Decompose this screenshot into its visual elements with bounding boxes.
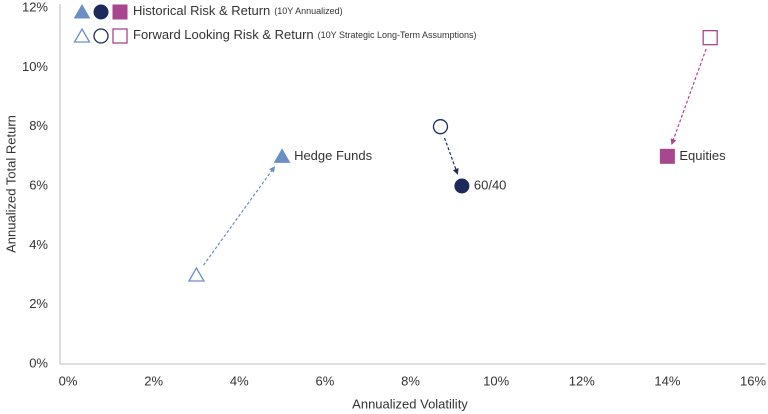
y-tick-label: 12% xyxy=(22,0,48,14)
legend-marker xyxy=(112,28,128,44)
point xyxy=(187,266,206,282)
legend-marker xyxy=(93,4,109,20)
legend-label: Forward Looking Risk & Return (10Y Strate… xyxy=(133,27,477,42)
data-label: Hedge Funds xyxy=(294,148,373,163)
x-tick-label: 16% xyxy=(740,373,766,388)
arrow-line xyxy=(672,48,707,142)
y-tick-label: 10% xyxy=(22,59,48,74)
y-tick-label: 4% xyxy=(29,237,48,252)
point xyxy=(432,119,449,135)
arrow-line xyxy=(443,137,458,172)
x-tick-label: 8% xyxy=(401,373,420,388)
arrow-head xyxy=(452,168,459,175)
point xyxy=(454,178,470,194)
x-tick-label: 12% xyxy=(569,373,595,388)
x-tick-label: 2% xyxy=(144,373,163,388)
point xyxy=(273,148,291,163)
arrow-head xyxy=(269,166,276,173)
legend-marker xyxy=(73,3,91,19)
x-tick-label: 14% xyxy=(654,373,680,388)
y-tick-label: 2% xyxy=(29,296,48,311)
data-label: 60/40 xyxy=(474,177,507,192)
x-tick-label: 0% xyxy=(59,373,78,388)
y-tick-label: 8% xyxy=(29,118,48,133)
point xyxy=(702,30,718,46)
legend-label: Historical Risk & Return (10Y Annualized) xyxy=(133,3,343,18)
point xyxy=(659,148,675,164)
arrow-head xyxy=(670,138,677,146)
x-tick-label: 4% xyxy=(230,373,249,388)
y-tick-label: 0% xyxy=(29,355,48,370)
data-label: Equities xyxy=(679,148,726,163)
x-tick-label: 6% xyxy=(315,373,334,388)
legend-note: (10Y Annualized) xyxy=(274,6,342,16)
y-tick-label: 6% xyxy=(29,177,48,192)
legend-name: Historical Risk & Return xyxy=(133,3,270,18)
y-axis-label: Annualized Total Return xyxy=(3,115,18,253)
legend-marker xyxy=(93,28,109,44)
x-tick-label: 10% xyxy=(483,373,509,388)
legend-marker xyxy=(73,27,91,43)
arrow-line xyxy=(202,168,274,266)
legend-note: (10Y Strategic Long-Term Assumptions) xyxy=(318,30,477,40)
x-axis-label: Annualized Volatility xyxy=(352,396,468,411)
legend-name: Forward Looking Risk & Return xyxy=(133,27,314,42)
legend-marker xyxy=(112,4,128,20)
